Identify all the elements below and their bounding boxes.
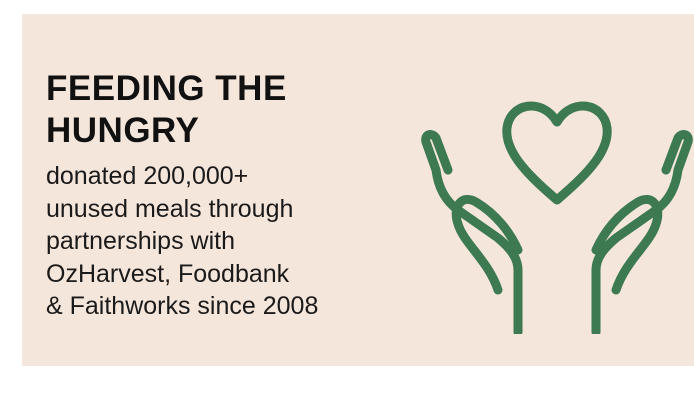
description-line: OzHarvest, Foodbank — [46, 259, 290, 288]
heart-shape — [502, 101, 612, 205]
right-hand-outer — [591, 130, 693, 334]
right-hand-inner — [591, 195, 663, 295]
description-line: & Faithworks since 2008 — [46, 292, 319, 320]
card-title-line: HUNGRY — [46, 111, 200, 150]
hands-holding-heart-icon — [421, 101, 693, 334]
feeding-the-hungry-card: FEEDING THE HUNGRY donated 200,000+ unus… — [22, 14, 694, 366]
card-title: FEEDING THE HUNGRY — [46, 68, 376, 152]
left-hand-outer — [421, 130, 523, 334]
description-line: unused meals through — [46, 194, 294, 223]
description-line: donated 200,000+ — [46, 162, 249, 190]
description-line: partnerships with — [46, 227, 235, 255]
left-hand-inner — [451, 195, 523, 295]
card-description: donated 200,000+ unused meals through pa… — [46, 160, 406, 323]
card-title-line: FEEDING THE — [46, 69, 287, 108]
